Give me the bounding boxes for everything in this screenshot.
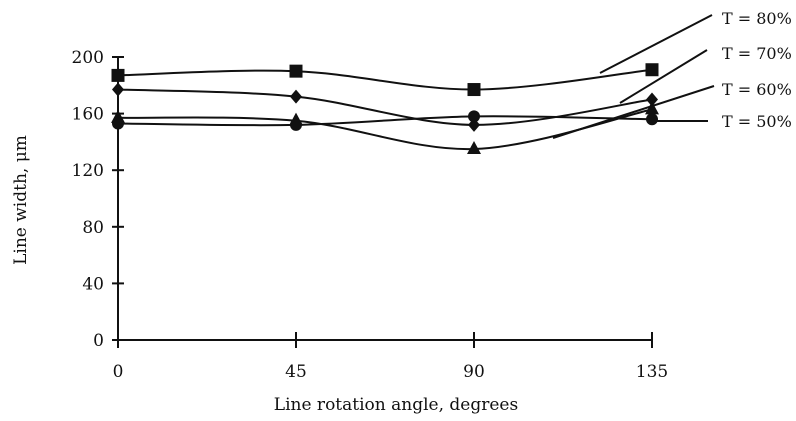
legend-label: T = 50% (722, 112, 792, 131)
x-tick-label: 90 (463, 362, 485, 382)
series-t-80-point (645, 63, 659, 77)
series-t-80 (111, 63, 659, 97)
series-t-70-point (290, 89, 302, 104)
legend-leader-line (619, 49, 708, 104)
axes (117, 57, 652, 341)
x-axis-title: Line rotation angle, degrees (274, 395, 518, 415)
series-t-50-point (290, 118, 302, 131)
y-tick-label: 0 (93, 331, 104, 351)
x-tick-label: 135 (636, 362, 668, 382)
legend-label: T = 70% (722, 44, 792, 63)
y-tick-label: 80 (82, 218, 104, 238)
legend-leader-line (552, 85, 715, 139)
series-t-60-point (645, 101, 659, 115)
series-t-50-point (646, 113, 658, 126)
series-t-70-point (112, 82, 124, 97)
series-t-60-point (467, 140, 481, 154)
y-axis-title: Line width, μm (11, 135, 31, 265)
series-t-70-line (117, 88, 653, 126)
y-tick-label: 200 (72, 48, 104, 68)
y-tick-label: 160 (72, 105, 104, 125)
series-t-60 (111, 101, 659, 154)
series-t-60-line (117, 108, 653, 151)
y-axis-ticks: 0 40 80 120 160 200 (72, 48, 124, 351)
series-t-80-point (467, 83, 481, 97)
series-t-50-point (468, 110, 480, 123)
legend-label: T = 60% (722, 80, 792, 99)
series-t-80-point (111, 68, 125, 82)
series-t-70-point (646, 92, 658, 107)
y-tick-label: 120 (72, 161, 104, 181)
legend-label: T = 80% (722, 9, 792, 28)
series-t-80-line (117, 68, 653, 91)
y-tick-label: 40 (82, 274, 104, 294)
series-t-50-line (117, 115, 653, 127)
series-t-80-point (289, 64, 303, 78)
x-tick-label: 0 (113, 362, 124, 382)
series-t-50-point (112, 117, 124, 130)
x-tick-label: 45 (285, 362, 307, 382)
series-layer (111, 63, 659, 154)
legend-leader-line (599, 14, 713, 74)
legend: T = 80% T = 70% T = 60% T = 50% (552, 9, 792, 139)
series-t-50 (112, 110, 658, 131)
x-axis-ticks: 0 45 90 135 (113, 332, 668, 382)
